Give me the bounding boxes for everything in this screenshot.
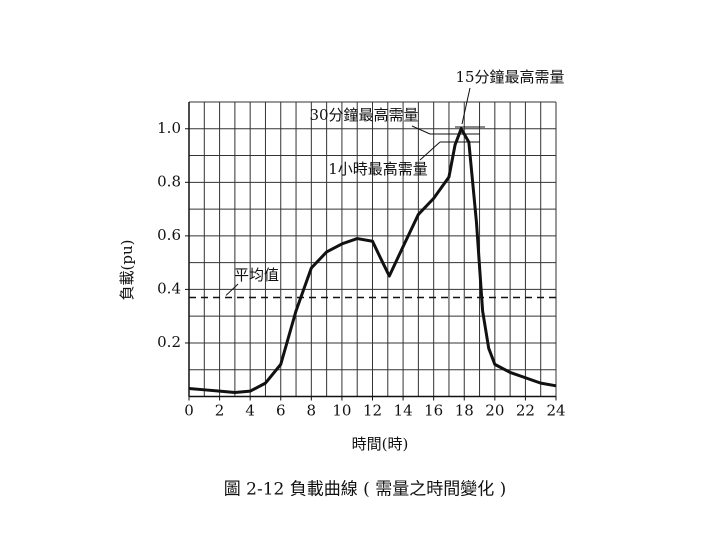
y-tick-label: 0.8	[157, 172, 181, 190]
x-tick-label: 6	[276, 402, 286, 420]
x-tick-label: 4	[245, 402, 255, 420]
y-tick-label: 1.0	[157, 119, 181, 137]
annotation-arrow	[225, 283, 239, 296]
x-tick-label: 16	[424, 402, 443, 420]
annotation-arrow	[461, 87, 471, 125]
x-tick-label: 12	[363, 402, 382, 420]
x-tick-label: 20	[485, 402, 504, 420]
x-tick-label: 0	[184, 402, 194, 420]
annotation-arrow	[419, 141, 441, 161]
x-axis-label: 時間(時)	[352, 435, 409, 453]
line-series	[188, 127, 557, 394]
x-tick-label: 10	[332, 402, 351, 420]
y-axis-label: 負載(pu)	[118, 240, 136, 301]
x-tick-label: 8	[307, 402, 317, 420]
y-tick-label: 0.6	[157, 226, 181, 244]
y-tick-label: 0.4	[157, 279, 181, 297]
x-tick-label: 24	[546, 402, 565, 420]
annotation: 30分鐘最高需量	[309, 106, 418, 124]
average-label: 平均值	[234, 266, 279, 284]
annotation: 15分鐘最高需量	[455, 68, 564, 86]
annotation-arrow	[411, 125, 431, 135]
y-tick-label: 0.2	[157, 333, 181, 351]
annotation: 1小時最高需量	[328, 160, 428, 178]
x-tick-label: 22	[516, 402, 535, 420]
x-tick-label: 18	[455, 402, 474, 420]
x-tick-label: 2	[215, 402, 225, 420]
caption: 圖 2-12 負載曲線 ( 需量之時間變化 )	[224, 480, 506, 500]
x-tick-label: 14	[394, 402, 413, 420]
